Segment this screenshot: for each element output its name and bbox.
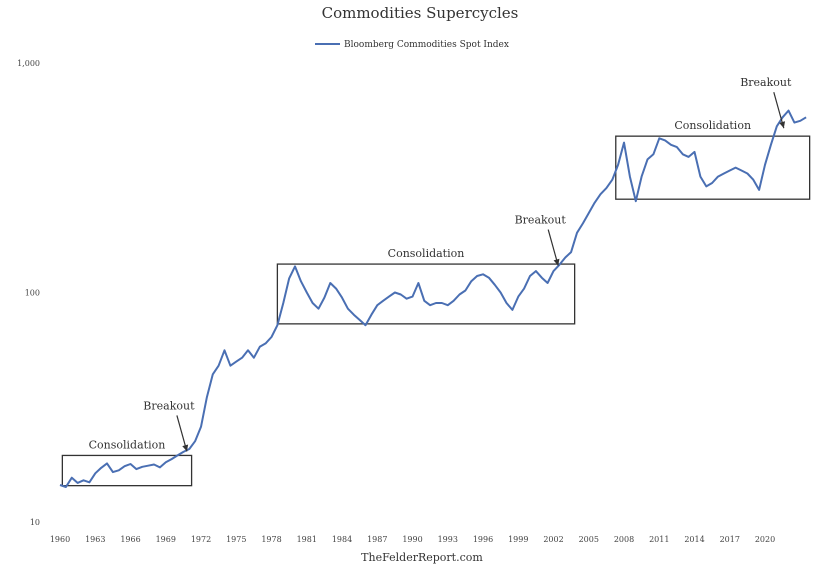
annotation-boxes — [61, 135, 811, 487]
annotation-label-3: Breakout — [515, 214, 567, 227]
x-tick-2008: 2008 — [614, 535, 634, 544]
consolidation-box-2 — [276, 263, 576, 325]
annotation-label-5: Breakout — [740, 76, 792, 89]
x-tick-1984: 1984 — [332, 535, 352, 544]
source-credit: TheFelderReport.com — [361, 551, 483, 564]
x-tick-2002: 2002 — [543, 535, 563, 544]
legend-label: Bloomberg Commodities Spot Index — [344, 40, 509, 50]
breakout-arrowhead-3 — [553, 258, 560, 266]
x-tick-2020: 2020 — [755, 535, 775, 544]
annotation-label-1: Breakout — [143, 399, 195, 412]
x-tick-1978: 1978 — [261, 535, 281, 544]
x-tick-2005: 2005 — [579, 535, 599, 544]
consolidation-box-4 — [615, 135, 811, 200]
breakout-arrowhead-5 — [779, 121, 786, 129]
annotation-label-0: Consolidation — [89, 438, 166, 451]
annotation-label-4: Consolidation — [674, 119, 751, 132]
x-tick-2014: 2014 — [684, 535, 704, 544]
annotation-labels: Consolidation Breakout Consolidation Breako… — [89, 76, 792, 452]
x-tick-1969: 1969 — [156, 535, 176, 544]
y-axis-ticks: 10 100 1,000 — [17, 59, 40, 527]
x-tick-1972: 1972 — [191, 535, 211, 544]
x-tick-1963: 1963 — [85, 535, 105, 544]
x-tick-1990: 1990 — [402, 535, 422, 544]
y-tick-10: 10 — [30, 518, 40, 527]
x-tick-1981: 1981 — [297, 535, 317, 544]
y-tick-100: 100 — [25, 289, 40, 298]
x-tick-1996: 1996 — [473, 535, 493, 544]
consolidation-box-0 — [61, 454, 193, 487]
series-line-bloomberg-commodities-spot-index — [59, 109, 807, 488]
y-tick-1000: 1,000 — [17, 59, 40, 68]
x-tick-1999: 1999 — [508, 535, 528, 544]
breakout-arrowhead-1 — [182, 444, 189, 452]
x-tick-2017: 2017 — [720, 535, 740, 544]
legend: Bloomberg Commodities Spot Index — [315, 40, 509, 50]
x-tick-1960: 1960 — [50, 535, 70, 544]
x-tick-1966: 1966 — [120, 535, 140, 544]
x-tick-2011: 2011 — [649, 535, 669, 544]
x-tick-1993: 1993 — [438, 535, 458, 544]
x-tick-1987: 1987 — [367, 535, 387, 544]
x-tick-1975: 1975 — [226, 535, 246, 544]
chart-title: Commodities Supercycles — [322, 4, 519, 22]
x-axis-ticks: 1960 1963 1966 1969 1972 1975 1978 1981 1984 1987… — [50, 535, 775, 544]
annotation-label-2: Consolidation — [388, 247, 465, 260]
